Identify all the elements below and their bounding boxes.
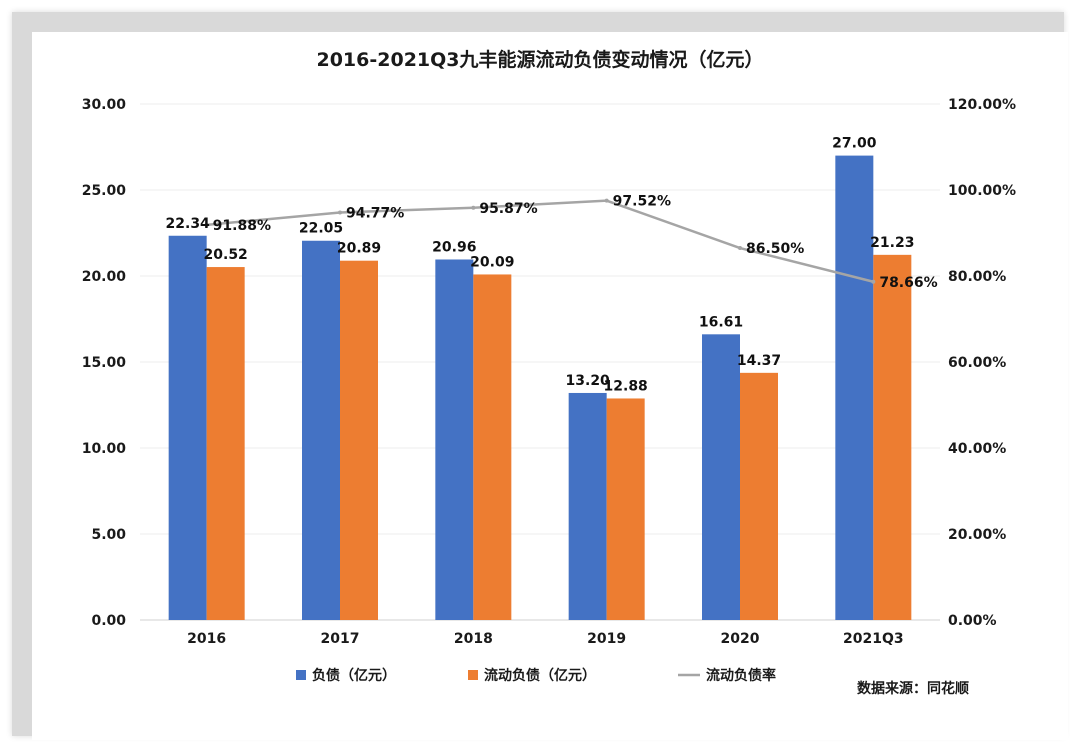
gridlines [140, 103, 940, 621]
rate-data-label: 86.50% [746, 241, 804, 257]
bar-data-label: 20.89 [337, 241, 381, 257]
bar-current-liabilities [873, 254, 912, 620]
x-tick-label: 2021Q3 [843, 631, 904, 647]
y-right-tick-label: 40.00% [948, 441, 1006, 457]
legend-label: 流动负债（亿元） [484, 667, 596, 684]
bar-data-label: 12.88 [604, 378, 648, 394]
y-left-tick-label: 0.00 [91, 613, 126, 629]
legend-label: 流动负债率 [706, 667, 776, 684]
y-right-tick-label: 80.00% [948, 269, 1006, 285]
bar-liabilities [302, 240, 340, 621]
rate-data-label: 95.87% [479, 201, 537, 217]
x-tick-label: 2019 [587, 631, 626, 647]
y-left-tick-label: 20.00 [82, 269, 127, 285]
bar-data-label: 13.20 [566, 373, 611, 389]
y-left-tick-label: 25.00 [82, 183, 127, 199]
bar-data-label: 20.09 [470, 254, 514, 270]
y-left-tick-label: 10.00 [82, 441, 127, 457]
y-left-tick-label: 30.00 [82, 97, 127, 113]
bar-data-label: 22.34 [166, 216, 211, 232]
rate-data-label: 78.66% [879, 275, 937, 291]
bar-current-liabilities [740, 372, 778, 620]
bar-data-label: 22.05 [299, 221, 343, 237]
y-right-tick-label: 60.00% [948, 355, 1006, 371]
bar-data-label: 20.96 [432, 239, 476, 255]
rate-data-label: 97.52% [613, 194, 671, 210]
bar-data-label: 16.61 [699, 314, 743, 330]
axes: 0.00 0.00% 5.00 20.00% 10.00 40.00% 15.00 60.00… [82, 97, 1016, 647]
rate-point [604, 198, 609, 203]
bars [168, 155, 912, 621]
rate-point [471, 205, 476, 210]
legend-label: 负债（亿元） [312, 667, 396, 684]
rate-data-label: 91.88% [213, 218, 271, 234]
y-right-tick-label: 20.00% [948, 527, 1006, 543]
bar-data-label: 27.00 [832, 136, 877, 152]
x-tick-label: 2017 [321, 631, 360, 647]
source-note: 数据来源：同花顺 [857, 680, 969, 697]
bar-liabilities [568, 392, 607, 620]
rate-point [738, 246, 742, 251]
rate-point [871, 279, 876, 284]
bar-liabilities [168, 235, 207, 620]
bar-current-liabilities [340, 260, 378, 620]
legend-swatch [296, 670, 306, 680]
legend-swatch [468, 670, 478, 680]
bar-current-liabilities [473, 274, 512, 620]
data-labels: 22.34 22.05 20.96 13.20 16.61 27.00 20.52 20.89… [166, 136, 938, 395]
bar-current-liabilities [206, 267, 245, 620]
bar-data-label: 14.37 [737, 353, 781, 369]
chart-title: 2016-2021Q3九丰能源流动负债变动情况（亿元） [316, 48, 763, 71]
rate-point [204, 222, 209, 227]
bar-liabilities [702, 334, 740, 620]
y-right-tick-label: 100.00% [948, 183, 1016, 199]
x-tick-label: 2018 [454, 631, 493, 647]
rate-line-path [206, 199, 874, 283]
y-left-tick-label: 5.00 [91, 527, 126, 543]
bar-current-liabilities [606, 398, 645, 620]
rate-data-label: 94.77% [346, 205, 404, 221]
bar-liabilities [835, 155, 874, 620]
y-left-tick-label: 15.00 [82, 355, 127, 371]
x-tick-label: 2020 [721, 631, 760, 647]
legend: 负债（亿元） 流动负债（亿元） 流动负债率 [296, 667, 776, 684]
rate-point [338, 210, 342, 215]
bar-data-label: 20.52 [204, 247, 248, 263]
bar-liabilities [435, 259, 474, 620]
rate-line [204, 198, 876, 284]
bar-data-label: 21.23 [870, 235, 914, 251]
y-right-tick-label: 0.00% [948, 613, 997, 629]
y-right-tick-label: 120.00% [948, 97, 1016, 113]
x-tick-label: 2016 [187, 631, 226, 647]
